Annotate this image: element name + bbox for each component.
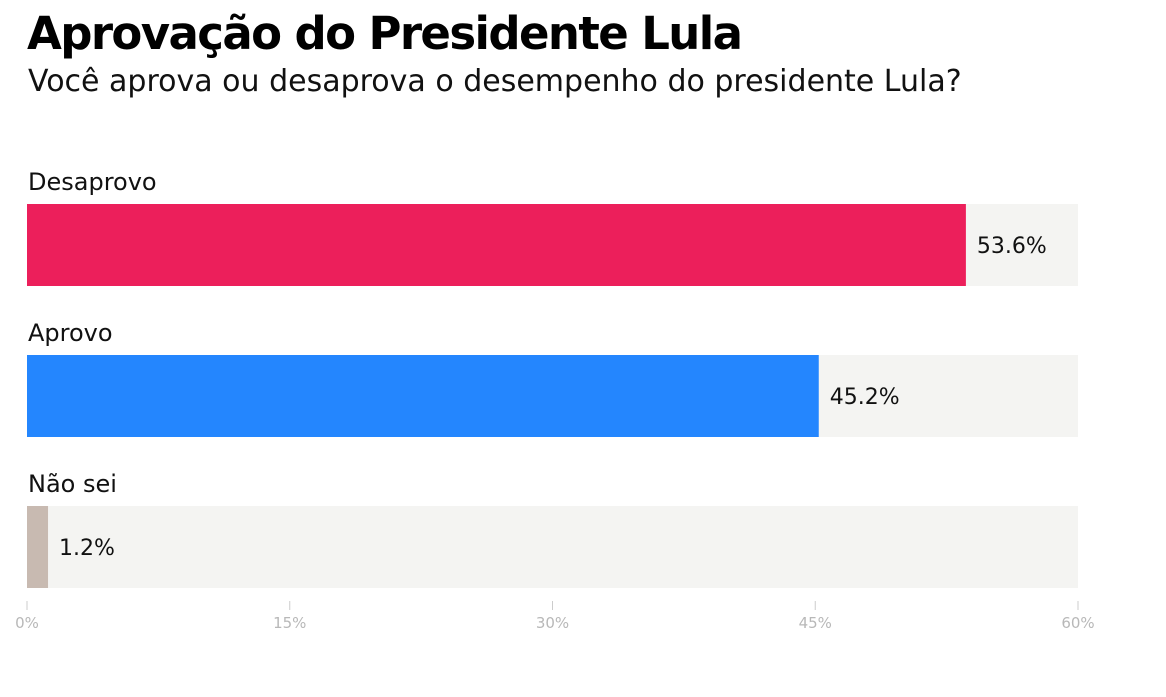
category-label: Aprovo: [28, 319, 113, 347]
chart-title: Aprovação do Presidente Lula: [27, 7, 743, 60]
value-label: 53.6%: [977, 234, 1047, 259]
x-tick-label: 30%: [536, 614, 569, 632]
value-label: 45.2%: [830, 385, 900, 410]
x-tick-label: 45%: [799, 614, 832, 632]
bar: [27, 204, 966, 286]
x-tick-label: 15%: [273, 614, 306, 632]
bar: [27, 506, 49, 588]
category-label: Não sei: [28, 470, 117, 498]
chart-subtitle: Você aprova ou desaprova o desempenho do…: [28, 64, 962, 99]
bar: [27, 355, 819, 437]
x-tick-label: 0%: [15, 614, 39, 632]
x-tick-label: 60%: [1061, 614, 1094, 632]
category-label: Desaprovo: [28, 168, 157, 196]
value-label: 1.2%: [59, 536, 115, 561]
bar-track: [27, 506, 1078, 588]
